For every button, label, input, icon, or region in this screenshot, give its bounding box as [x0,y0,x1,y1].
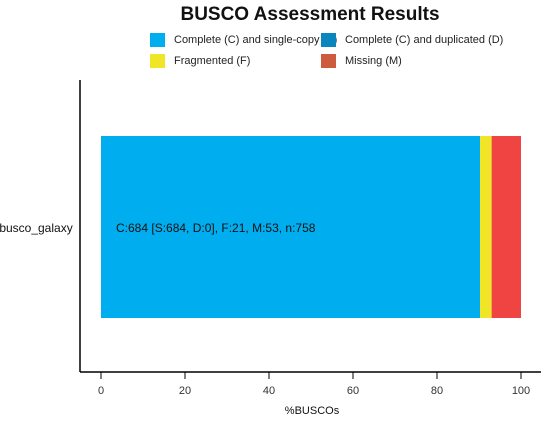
bar-segment-3 [491,136,521,318]
legend-swatch-missing [321,54,336,68]
x-tick-label: 100 [512,385,530,397]
bar-segment-2 [480,136,492,318]
x-tick-label: 0 [98,385,104,397]
legend-item-duplicated: Complete (C) and duplicated (D) [321,33,503,47]
legend-label-single-copy: Complete (C) and single-copy (S) [174,34,338,46]
legend-item-single-copy: Complete (C) and single-copy (S) [150,33,337,47]
legend-item-missing: Missing (M) [321,54,402,68]
legend-item-fragmented: Fragmented (F) [150,54,250,68]
bars-group [101,136,521,318]
x-tick-label: 40 [263,385,275,397]
legend-label-fragmented: Fragmented (F) [174,55,251,67]
legend-label-duplicated: Complete (C) and duplicated (D) [345,34,504,46]
legend-swatch-single-copy [150,33,165,47]
legend-swatch-duplicated [321,33,336,47]
x-axis-label: %BUSCOs [285,405,340,417]
x-tick-label: 20 [179,385,191,397]
bar-annotation: C:684 [S:684, D:0], F:21, M:53, n:758 [116,221,316,235]
x-tick-label: 60 [347,385,359,397]
legend-swatch-fragmented [150,54,165,68]
legend-label-missing: Missing (M) [345,55,402,67]
chart-title: BUSCO Assessment Results [180,4,440,25]
x-axis-ticks: 0 20 40 60 80 100 [98,372,530,397]
x-tick-label: 80 [431,385,443,397]
category-label: busco_galaxy [0,221,73,235]
bar-segment-0 [101,136,481,318]
